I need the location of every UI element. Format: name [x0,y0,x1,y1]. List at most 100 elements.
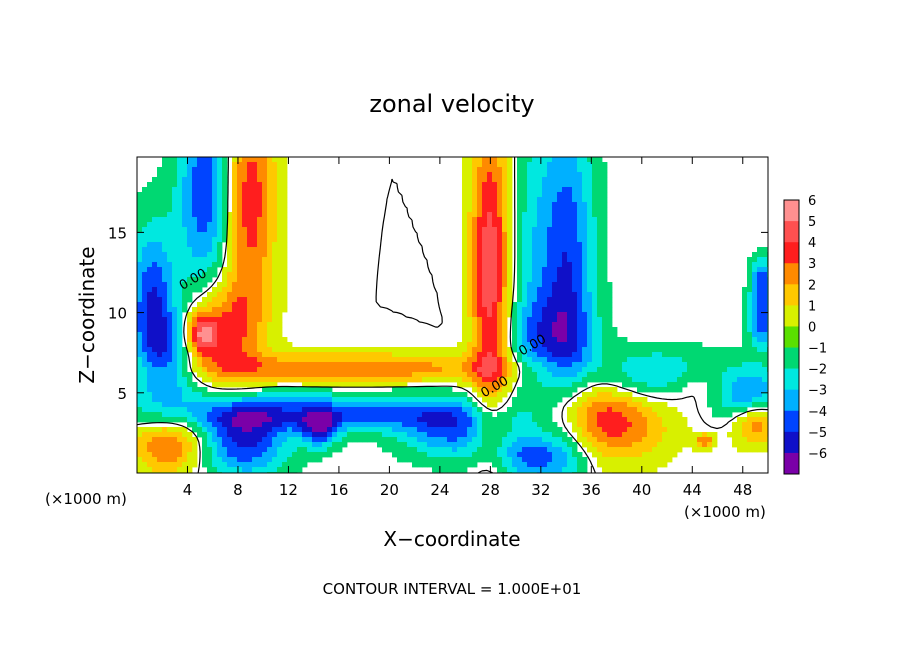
heatmap-cell [592,327,598,333]
heatmap-cell [357,352,363,358]
heatmap-cell [252,462,258,468]
heatmap-cell [457,357,463,363]
heatmap-cell [372,402,378,408]
heatmap-cell [452,372,458,378]
heatmap-cell [262,377,268,383]
heatmap-cell [572,447,578,453]
heatmap-cell [237,372,243,378]
heatmap-cell [282,377,288,383]
heatmap-cell [507,282,513,288]
heatmap-cell [407,437,413,443]
heatmap-cell [332,392,338,398]
heatmap-cell [662,412,668,418]
heatmap-cell [267,302,273,308]
heatmap-cell [407,402,413,408]
heatmap-cell [137,462,143,468]
heatmap-cell [532,312,538,318]
heatmap-cell [162,167,168,173]
heatmap-cell [467,192,473,198]
heatmap-cell [622,382,628,388]
heatmap-cell [557,182,563,188]
heatmap-cell [257,337,263,343]
heatmap-cell [612,417,618,423]
heatmap-cell [607,307,613,313]
heatmap-cell [187,292,193,298]
heatmap-cell [592,412,598,418]
heatmap-cell [287,412,293,418]
heatmap-cell [602,297,608,303]
heatmap-cell [622,342,628,348]
heatmap-cell [227,362,233,368]
heatmap-cell [537,247,543,253]
heatmap-cell [512,422,518,428]
heatmap-cell [157,427,163,433]
heatmap-cell [362,372,368,378]
heatmap-cell [662,457,668,463]
heatmap-cell [512,412,518,418]
heatmap-cell [552,372,558,378]
heatmap-cell [557,347,563,353]
heatmap-cell [462,277,468,283]
heatmap-cell [677,427,683,433]
heatmap-cell [247,162,253,168]
heatmap-cell [747,297,753,303]
heatmap-cell [187,297,193,303]
heatmap-cell [387,347,393,353]
heatmap-cell [572,427,578,433]
heatmap-cell [567,207,573,213]
heatmap-cell [462,362,468,368]
heatmap-cell [542,162,548,168]
heatmap-cell [467,382,473,388]
heatmap-cell [532,212,538,218]
heatmap-cell [597,222,603,228]
heatmap-cell [207,322,213,328]
heatmap-cell [167,417,173,423]
heatmap-cell [177,162,183,168]
heatmap-cell [297,417,303,423]
heatmap-cell [442,362,448,368]
heatmap-cell [437,452,443,458]
heatmap-cell [502,347,508,353]
heatmap-cell [137,212,143,218]
heatmap-cell [282,282,288,288]
heatmap-cell [372,427,378,433]
heatmap-cell [547,382,553,388]
heatmap-cell [527,382,533,388]
heatmap-cell [362,437,368,443]
heatmap-cell [507,367,513,373]
heatmap-cell [467,402,473,408]
heatmap-cell [197,332,203,338]
heatmap-cell [152,342,158,348]
heatmap-cell [532,382,538,388]
heatmap-cell [252,367,258,373]
heatmap-cell [437,417,443,423]
heatmap-cell [197,217,203,223]
heatmap-cell [552,422,558,428]
heatmap-cell [267,227,273,233]
heatmap-cell [492,352,498,358]
heatmap-cell [537,262,543,268]
heatmap-cell [372,372,378,378]
heatmap-cell [237,367,243,373]
heatmap-cell [727,432,733,438]
heatmap-cell [472,192,478,198]
heatmap-cell [472,452,478,458]
heatmap-cell [312,352,318,358]
heatmap-cell [737,347,743,353]
heatmap-cell [522,242,528,248]
heatmap-cell [492,342,498,348]
heatmap-cell [147,347,153,353]
heatmap-cell [137,372,143,378]
heatmap-cell [332,442,338,448]
heatmap-cell [207,222,213,228]
heatmap-cell [447,442,453,448]
heatmap-cell [182,177,188,183]
heatmap-cell [147,382,153,388]
heatmap-cell [532,327,538,333]
heatmap-cell [752,412,758,418]
heatmap-cell [562,347,568,353]
heatmap-cell [422,457,428,463]
heatmap-cell [202,197,208,203]
heatmap-cell [327,427,333,433]
heatmap-cell [177,362,183,368]
